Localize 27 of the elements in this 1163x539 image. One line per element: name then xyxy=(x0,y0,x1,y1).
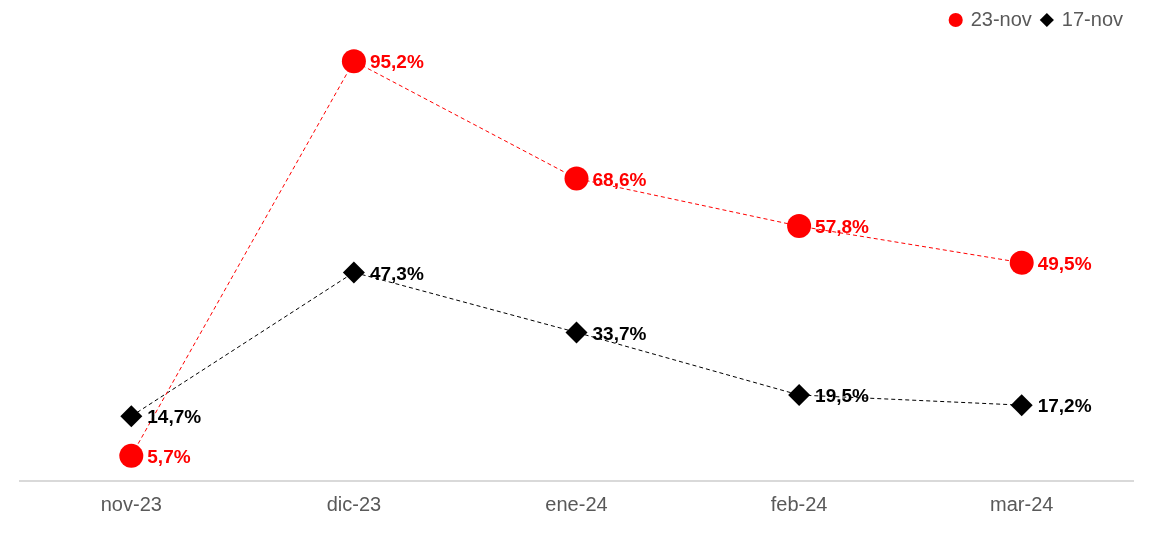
point xyxy=(788,384,811,407)
data-label: 17,2% xyxy=(1037,395,1092,417)
legend-label: 23-nov xyxy=(970,7,1032,30)
data-label: 5,7% xyxy=(147,446,191,468)
x-tick-label: mar-24 xyxy=(990,492,1054,515)
data-label: 95,2% xyxy=(369,51,424,73)
x-tick-label: nov-23 xyxy=(100,492,162,515)
point xyxy=(1009,250,1034,275)
point xyxy=(1010,394,1033,417)
data-label: 57,8% xyxy=(815,216,870,238)
point xyxy=(342,261,365,284)
legend-label: 17-nov xyxy=(1061,7,1123,30)
data-label: 19,5% xyxy=(815,385,870,407)
x-tick-label: ene-24 xyxy=(545,492,608,515)
x-tick-label: feb-24 xyxy=(770,492,828,515)
data-label: 47,3% xyxy=(369,262,424,284)
point xyxy=(787,214,812,239)
data-label: 49,5% xyxy=(1037,252,1092,274)
point xyxy=(120,405,143,428)
x-tick-label: dic-23 xyxy=(326,492,382,515)
point xyxy=(565,321,588,344)
data-label: 68,6% xyxy=(592,168,647,190)
data-label: 33,7% xyxy=(592,322,647,344)
point xyxy=(564,166,589,191)
data-label: 14,7% xyxy=(147,406,202,428)
point xyxy=(341,49,366,74)
point xyxy=(119,443,144,468)
